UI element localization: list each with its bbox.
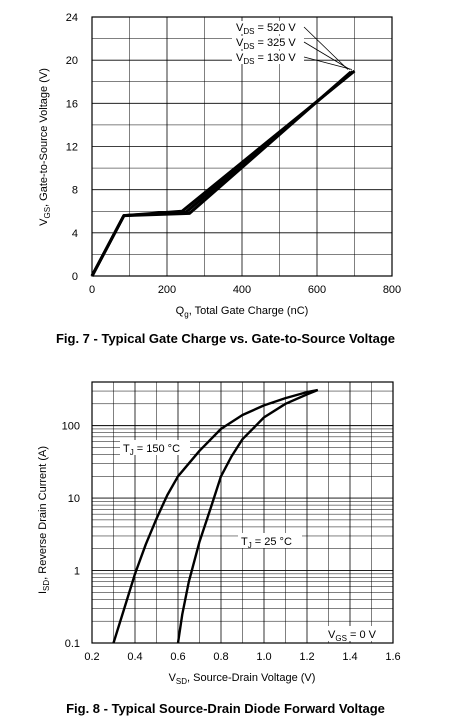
- x-tick-label: 1.0: [256, 651, 271, 663]
- y-tick-label: 4: [72, 228, 78, 240]
- gate-charge-chart: 0 200 400 600 800 0 4 8 12 16 20 24 Qg, Total Gate C…: [38, 12, 401, 319]
- annotation-bg: [232, 51, 304, 64]
- y-tick-label: 12: [66, 142, 78, 154]
- leader-line: [303, 41, 351, 70]
- source-drain-chart: 0.2 0.4 0.6 0.8 1.0 1.2 1.4 1.6 0.1 1 10 100 VSD, So…: [37, 381, 401, 686]
- plot-frame: [91, 381, 394, 644]
- vds-label: VDS = 520 V: [236, 22, 296, 36]
- leader-line: [303, 26, 349, 70]
- vds-label: VDS = 325 V: [236, 37, 296, 51]
- tj150-label: TJ = 150 °C: [123, 443, 180, 457]
- fig7-caption: Fig. 7 - Typical Gate Charge vs. Gate-to…: [55, 331, 396, 346]
- y-tick-label: 16: [66, 98, 78, 110]
- annotation-bg: [238, 533, 302, 548]
- x-tick-label: 1.6: [385, 651, 400, 663]
- y-tick-label: 1: [74, 566, 80, 578]
- series-line: [90, 70, 352, 277]
- x-tick-label: 0.2: [84, 651, 99, 663]
- fig8-caption: Fig. 8 - Typical Source-Drain Diode Forw…: [66, 701, 385, 716]
- y-axis-label: ISD, Reverse Drain Current (A): [37, 446, 51, 594]
- x-tick-label: 1.2: [299, 651, 314, 663]
- x-tick-label: 0.8: [213, 651, 228, 663]
- annotation-bg: [326, 626, 386, 641]
- y-tick-label: 0.1: [65, 638, 80, 650]
- series-line: [176, 388, 319, 644]
- vds-annotation: VDS = 130 V: [232, 51, 352, 70]
- x-axis-label: VSD, Source-Drain Voltage (V): [169, 672, 316, 686]
- y-tick-label: 20: [66, 55, 78, 67]
- x-axis-label: Qg, Total Gate Charge (nC): [176, 305, 309, 319]
- y-tick-label: 24: [66, 12, 78, 24]
- y-tick-label: 0: [72, 271, 78, 283]
- annotation-bg: [232, 21, 304, 34]
- x-tick-label: 600: [308, 284, 326, 296]
- annotation-bg: [232, 36, 304, 49]
- vds-annotation: VDS = 520 V: [232, 21, 349, 70]
- plot-frame: [91, 16, 393, 277]
- annotation-bg: [120, 440, 190, 455]
- leader-line: [303, 56, 352, 70]
- x-tick-label: 0: [89, 284, 95, 296]
- x-tick-label: 1.4: [342, 651, 357, 663]
- x-tick-label: 200: [158, 284, 176, 296]
- y-axis-label: VGS, Gate-to-Source Voltage (V): [38, 68, 52, 226]
- vgs-label: VGS = 0 V: [328, 629, 377, 643]
- y-tick-label: 10: [68, 493, 80, 505]
- y-tick-label: 8: [72, 185, 78, 197]
- vds-annotation: VDS = 325 V: [232, 36, 351, 70]
- y-tick-label: 100: [62, 421, 80, 433]
- x-tick-label: 400: [233, 284, 251, 296]
- series-line: [112, 388, 319, 644]
- series-line: [90, 70, 354, 277]
- x-tick-label: 800: [383, 284, 401, 296]
- vds-label: VDS = 130 V: [236, 52, 296, 66]
- tj25-label: TJ = 25 °C: [241, 536, 292, 550]
- x-tick-label: 0.4: [127, 651, 142, 663]
- x-tick-label: 0.6: [170, 651, 185, 663]
